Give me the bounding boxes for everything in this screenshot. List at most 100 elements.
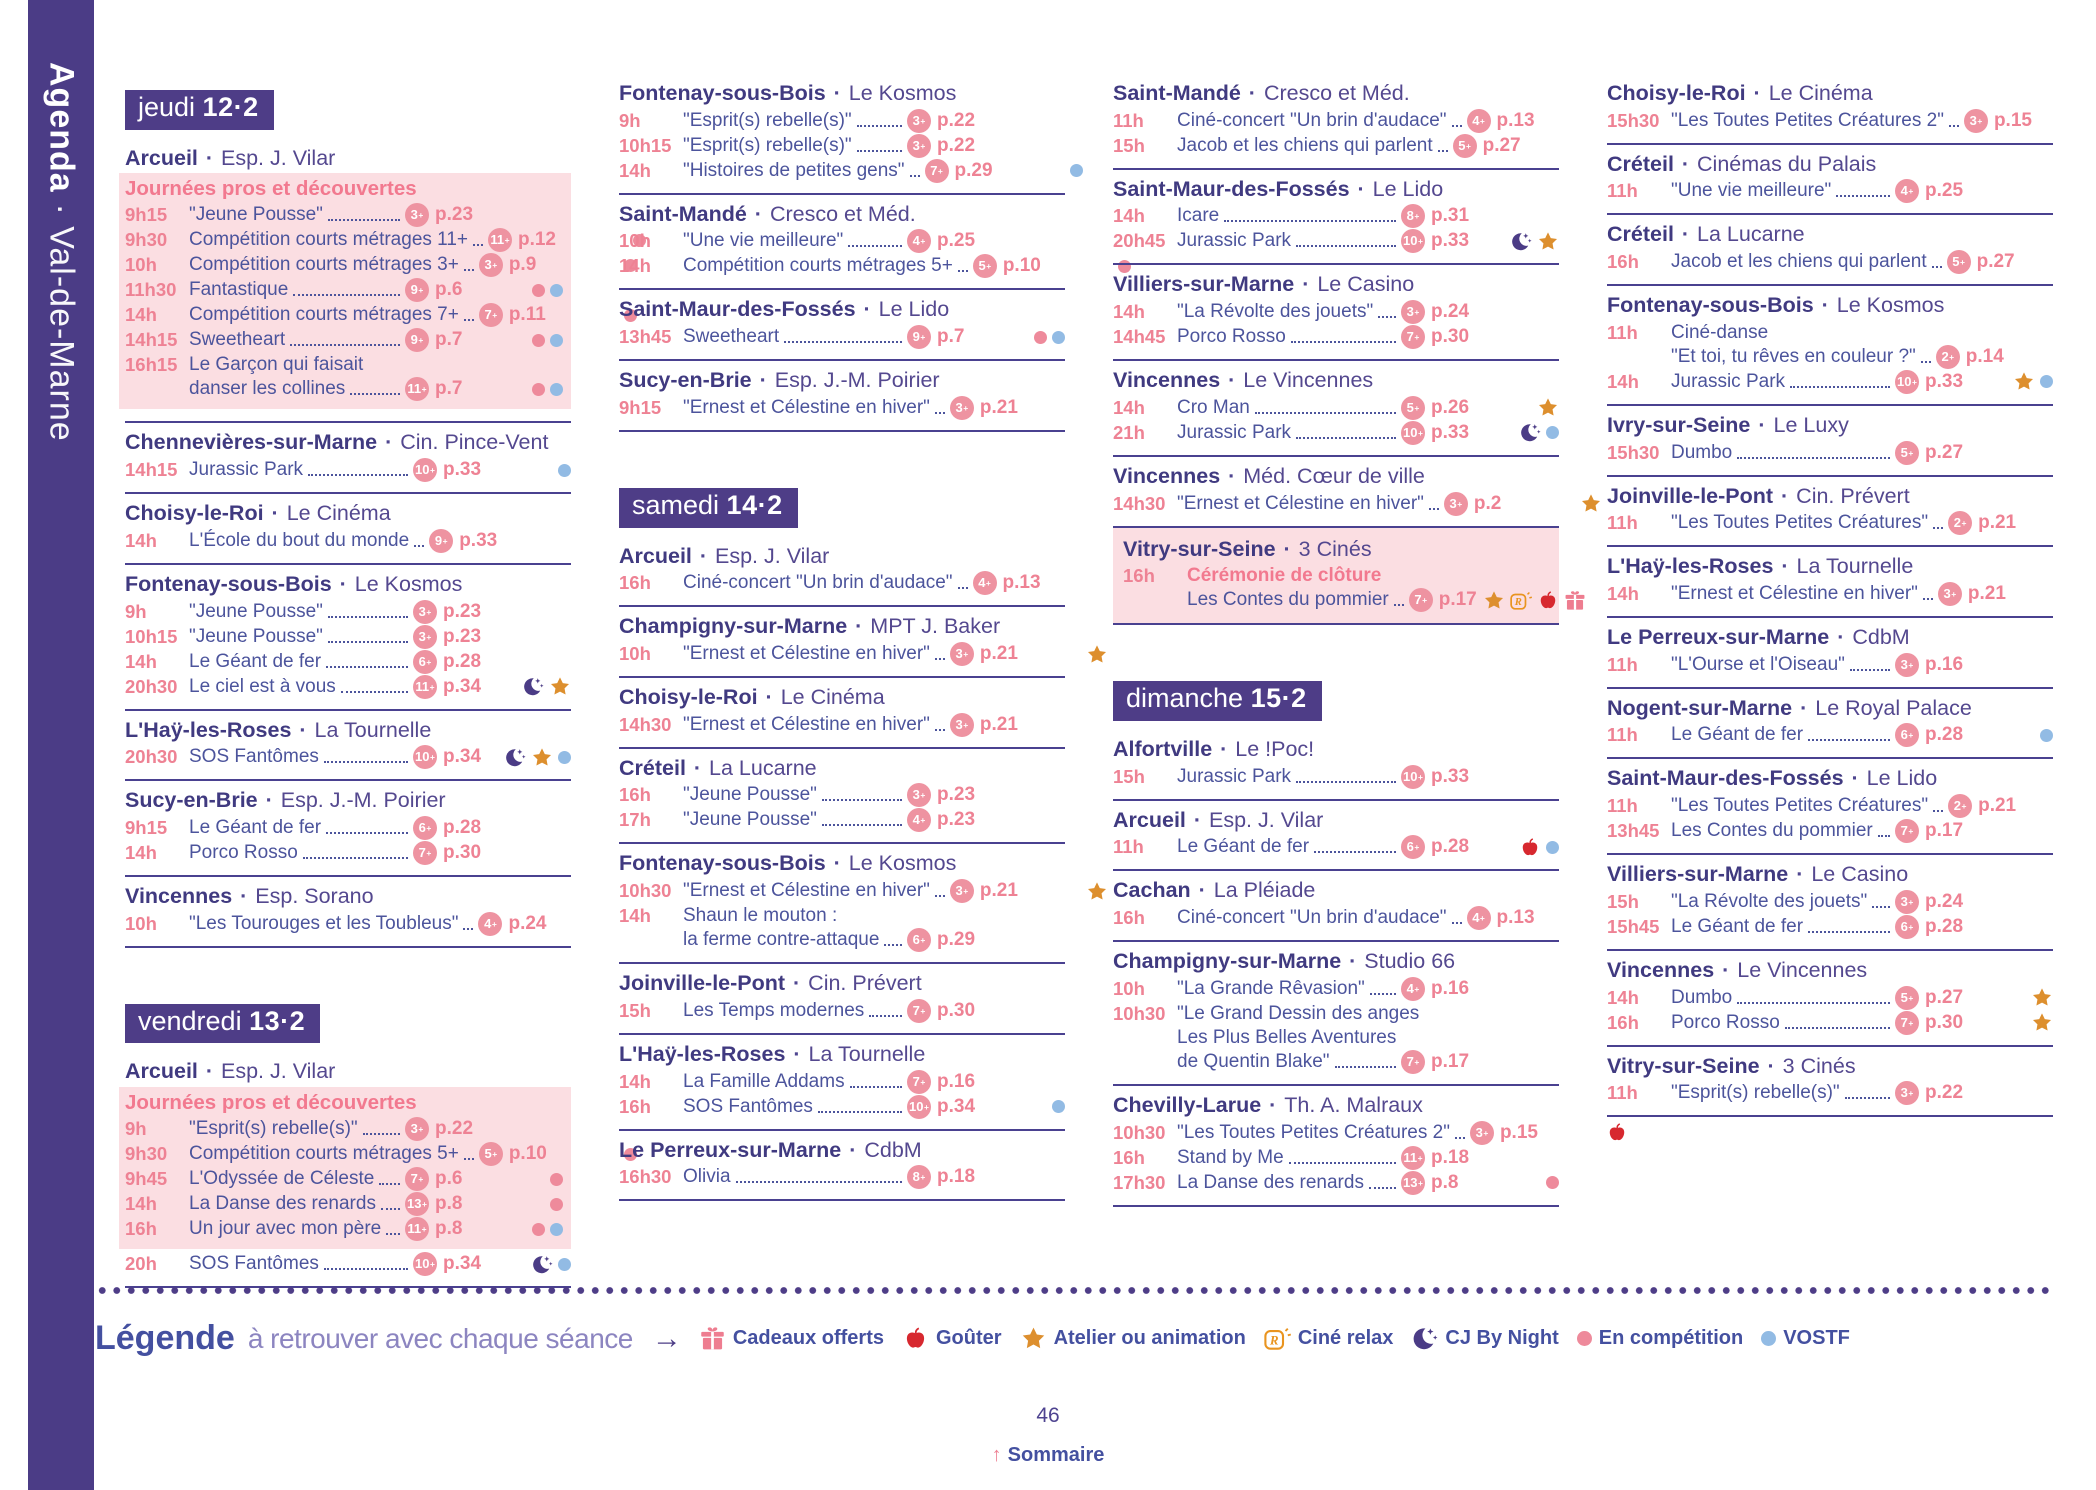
- venue-name: Th. A. Malraux: [1284, 1092, 1423, 1117]
- page-ref[interactable]: p.27: [1925, 986, 1964, 1008]
- page-ref[interactable]: p.24: [1925, 890, 1964, 912]
- page-ref[interactable]: p.21: [1978, 795, 2017, 817]
- screening-time: 20h30: [125, 675, 178, 697]
- star-icon: [2013, 371, 2035, 392]
- page-ref[interactable]: p.29: [937, 929, 976, 951]
- page-ref[interactable]: p.28: [1925, 915, 1964, 937]
- page-ref[interactable]: p.21: [1978, 512, 2017, 534]
- page-ref[interactable]: p.33: [1431, 230, 1470, 252]
- page-ref[interactable]: p.22: [937, 134, 976, 156]
- venue-header: Vincennes · Esp. Sorano: [125, 884, 571, 909]
- page-ref[interactable]: p.18: [1431, 1146, 1470, 1168]
- page-ref[interactable]: p.27: [1925, 441, 1964, 463]
- page-ref[interactable]: p.12: [517, 229, 557, 251]
- page-ref[interactable]: p.11: [508, 304, 546, 326]
- sommaire-link[interactable]: ↑ Sommaire: [0, 1444, 2096, 1467]
- page-ref[interactable]: p.27: [1482, 134, 1521, 156]
- page-ref[interactable]: p.25: [937, 230, 976, 252]
- film-title: "La Révolte des jouets": [1177, 301, 1374, 323]
- page-ref[interactable]: p.29: [954, 159, 993, 181]
- page-ref[interactable]: p.28: [1431, 836, 1470, 858]
- venue-section: Choisy-le-Roi · Le Cinéma 14h L'École du b…: [125, 494, 571, 565]
- page-ref[interactable]: p.22: [435, 1118, 474, 1140]
- page-ref[interactable]: p.30: [1431, 326, 1470, 348]
- page-ref[interactable]: p.24: [1431, 301, 1470, 323]
- venue-section: Le Perreux-sur-Marne · CdbM 16h30 Olivia 8 +…: [619, 1131, 1065, 1202]
- page-ref[interactable]: p.33: [459, 529, 498, 551]
- page-ref[interactable]: p.28: [1925, 724, 1964, 746]
- venue-separator: ·: [333, 571, 353, 596]
- page-ref[interactable]: p.8: [435, 1193, 463, 1215]
- screening-body: Stand by Me 11 + p.18: [1177, 1145, 1559, 1170]
- page-ref[interactable]: p.31: [1431, 205, 1470, 227]
- svg-text:R: R: [1513, 597, 1521, 608]
- page-ref[interactable]: p.13: [1496, 907, 1535, 929]
- page-ref[interactable]: p.23: [937, 809, 976, 831]
- page-ref[interactable]: p.33: [1431, 765, 1470, 787]
- page-ref[interactable]: p.13: [1002, 572, 1041, 594]
- page-ref[interactable]: p.10: [1002, 255, 1041, 277]
- page-ref[interactable]: p.33: [1431, 421, 1470, 443]
- page-ref[interactable]: p.18: [937, 1166, 976, 1188]
- page-ref[interactable]: p.24: [508, 912, 547, 934]
- page-ref[interactable]: p.16: [937, 1070, 976, 1092]
- age-badge: 3 +: [413, 599, 437, 624]
- page-ref[interactable]: p.15: [1993, 109, 2032, 131]
- page-ref[interactable]: p.16: [1925, 653, 1964, 675]
- page-ref[interactable]: p.27: [1976, 251, 2015, 273]
- page-ref[interactable]: p.6: [435, 279, 463, 301]
- page-ref[interactable]: p.21: [979, 643, 1018, 664]
- page-ref[interactable]: p.30: [443, 842, 482, 863]
- page-ref[interactable]: p.34: [937, 1095, 976, 1117]
- page-ref[interactable]: p.23: [443, 625, 482, 647]
- page-ref[interactable]: p.16: [1431, 977, 1470, 999]
- page-ref[interactable]: p.9: [508, 254, 537, 276]
- page-ref[interactable]: p.6: [435, 1168, 463, 1190]
- page-ref[interactable]: p.14: [1965, 345, 2004, 367]
- page-ref[interactable]: p.22: [1925, 1082, 1964, 1104]
- page-ref[interactable]: p.34: [443, 675, 482, 697]
- screening-row: 10h "Une vie meilleure" 4 + p.25: [619, 229, 1065, 254]
- page-ref[interactable]: p.28: [443, 650, 482, 672]
- page-ref[interactable]: p.21: [979, 396, 1018, 418]
- page-ref[interactable]: p.28: [443, 817, 482, 838]
- page-ref[interactable]: p.34: [443, 1253, 482, 1275]
- page-ref[interactable]: p.8: [1431, 1171, 1459, 1193]
- page-ref[interactable]: p.2: [1473, 492, 1502, 514]
- page-ref[interactable]: p.17: [1925, 820, 1964, 842]
- page-ref[interactable]: p.23: [435, 204, 474, 226]
- dotted-leader: [1933, 525, 1944, 530]
- page-ref[interactable]: p.22: [937, 109, 976, 131]
- page-ref[interactable]: p.23: [443, 600, 482, 622]
- page-ref[interactable]: p.21: [979, 880, 1018, 902]
- screening-line: Jurassic Park 10 + p.33: [1177, 764, 1559, 789]
- day-banner-samedi: samedi 14·2: [619, 487, 798, 528]
- age-badge: 6 +: [1895, 914, 1919, 939]
- screening-body: Un jour avec mon père 11 + p.8: [189, 1217, 563, 1242]
- page-ref[interactable]: p.21: [979, 713, 1018, 735]
- page-ref[interactable]: p.23: [937, 784, 976, 806]
- page-ref[interactable]: p.33: [443, 459, 482, 481]
- page-ref[interactable]: p.8: [435, 1218, 463, 1240]
- screening-line: Les Temps modernes 7 + p.30: [683, 998, 1065, 1023]
- page-ref[interactable]: p.21: [1967, 583, 2006, 605]
- page-ref[interactable]: p.17: [1438, 589, 1477, 611]
- page-ref[interactable]: p.17: [1431, 1050, 1470, 1072]
- page-ref[interactable]: p.33: [1925, 370, 1964, 392]
- page-ref[interactable]: p.15: [1499, 1121, 1538, 1143]
- page-ref[interactable]: p.13: [1496, 109, 1535, 131]
- page-ref[interactable]: p.10: [508, 1143, 547, 1165]
- page-ref[interactable]: p.30: [1925, 1011, 1964, 1033]
- page-ref[interactable]: p.30: [937, 999, 976, 1021]
- film-title: Compétition courts métrages 5+: [189, 1143, 459, 1165]
- city-name: Vitry-sur-Seine: [1607, 1053, 1760, 1078]
- venue-separator: ·: [787, 1041, 807, 1066]
- page-ref[interactable]: p.7: [435, 378, 463, 400]
- screening-body: Ciné-concert "Un brin d'audace" 4 + p.13: [683, 571, 1065, 596]
- page-ref[interactable]: p.7: [435, 329, 463, 351]
- page-ref[interactable]: p.34: [443, 746, 482, 768]
- page-ref[interactable]: p.26: [1431, 396, 1470, 418]
- page-ref[interactable]: p.25: [1925, 180, 1964, 202]
- page-ref[interactable]: p.7: [937, 326, 965, 348]
- screening-row: 21h Jurassic Park 10 + p.33: [1113, 420, 1559, 445]
